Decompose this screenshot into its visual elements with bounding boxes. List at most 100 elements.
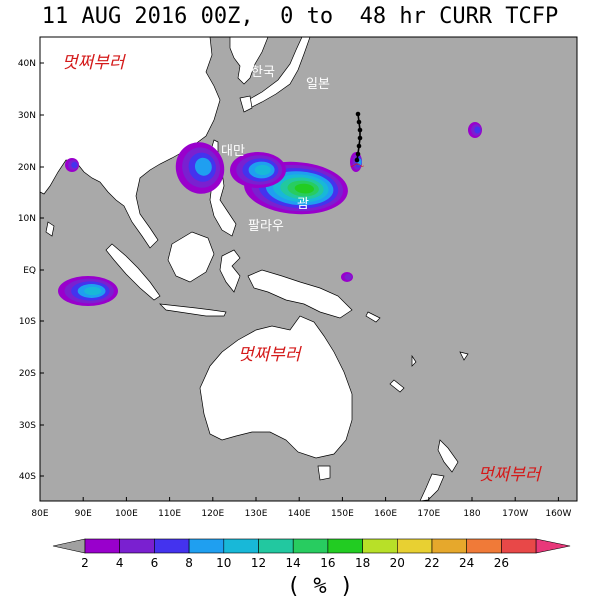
watermark-center: 멋쩌부러	[238, 345, 301, 365]
lat-tick-label: 10S	[19, 317, 36, 327]
colorbar-swatch	[292, 538, 329, 554]
lon-tick-label: 80E	[31, 509, 48, 519]
colorbar-tick-label: 4	[116, 556, 124, 570]
colorbar-tick-label: 10	[216, 556, 231, 570]
lon-tick-label: 120E	[201, 509, 224, 519]
lat-tick-label: 20S	[19, 369, 36, 379]
tcfp-blob-bay-of-bengal	[71, 161, 78, 169]
colorbar-swatch	[327, 538, 363, 554]
lat-tick-label: 10N	[18, 214, 36, 224]
kyushu	[239, 95, 253, 113]
colorbar-swatch	[84, 538, 121, 554]
colorbar-swatch	[396, 538, 433, 554]
lon-tick-label: 160E	[374, 509, 397, 519]
label-guam: 괌	[297, 197, 309, 212]
lat-tick-label: 40N	[18, 59, 36, 69]
colorbar-low-arrow	[52, 538, 86, 554]
colorbar-swatch	[223, 538, 259, 554]
track-point	[355, 111, 361, 117]
colorbar-high-arrow	[535, 538, 571, 554]
new-zealand-south	[419, 473, 445, 502]
label-palau: 팔라우	[248, 219, 284, 234]
solomon-islands	[365, 311, 381, 323]
map-frame	[39, 36, 578, 502]
label-korea: 한국	[251, 65, 275, 80]
lon-tick-label: 100E	[115, 509, 138, 519]
sri-lanka	[45, 221, 55, 237]
colorbar-swatch	[362, 538, 398, 554]
lon-tick-label: 170E	[417, 509, 440, 519]
colorbar-tick-label: 24	[459, 556, 474, 570]
colorbar-tick-label: 12	[251, 556, 266, 570]
label-japan: 일본	[306, 77, 330, 92]
australia	[199, 315, 353, 459]
colorbar-tick-label: 14	[286, 556, 301, 570]
lon-tick-label: 130E	[245, 509, 268, 519]
typhoon-symbol-icon: ෴	[350, 154, 364, 172]
tasmania	[317, 465, 331, 481]
new-guinea	[247, 269, 353, 319]
track-point	[357, 135, 363, 141]
tcfp-blob-indian-ocean	[84, 286, 102, 296]
new-zealand-north	[437, 439, 459, 473]
tcfp-blob-central-pacific	[474, 126, 481, 134]
tcfp-blob-taiwan	[194, 157, 212, 176]
colorbar-swatch	[466, 538, 502, 554]
lon-tick-label: 150E	[331, 509, 354, 519]
colorbar-swatch	[501, 538, 537, 554]
sumatra	[105, 243, 161, 301]
tcfp-blob-guam	[294, 183, 315, 194]
latitude-axis: 40N 30N 20N 10N EQ 10S 20S 30S 40S	[18, 59, 44, 482]
track-point	[354, 157, 360, 163]
typhoon-track: ෴	[350, 111, 364, 172]
colorbar-swatch	[431, 538, 468, 554]
tcfp-map: ෴ 한국 일본 대만 괌 팔라우 40N 30N 20N 10N EQ 10S 20S 30S…	[18, 36, 578, 519]
colorbar-tick-label: 2	[81, 556, 89, 570]
lat-tick-label: 20N	[18, 163, 36, 173]
colorbar-tick-label: 6	[151, 556, 159, 570]
fiji	[459, 351, 469, 361]
track-point	[357, 127, 363, 133]
colorbar-tick-label: 8	[185, 556, 193, 570]
colorbar-tick-label: 18	[355, 556, 370, 570]
longitude-axis: 80E 90E 100E 110E 120E 130E 140E 150E 160E 170E 18…	[31, 497, 572, 519]
borneo	[167, 231, 215, 283]
tcfp-blob-new-guinea	[344, 273, 352, 281]
new-caledonia	[389, 379, 405, 393]
label-taiwan: 대만	[221, 144, 245, 159]
lat-tick-label: EQ	[23, 266, 36, 276]
track-point	[355, 151, 361, 157]
tcfp-blob-philippine-sea	[254, 164, 271, 176]
colorbar-tick-label: 22	[424, 556, 439, 570]
watermark-bottom-right: 멋쩌부러	[478, 465, 541, 485]
probability-shading	[58, 122, 482, 306]
lon-tick-label: 110E	[158, 509, 181, 519]
lon-tick-label: 160W	[545, 509, 571, 519]
lat-tick-label: 30S	[19, 421, 36, 431]
colorbar-swatch	[119, 538, 155, 554]
lon-tick-label: 180	[463, 509, 480, 519]
watermark-top-left: 멋쩌부러	[62, 53, 125, 73]
map-title: 11 AUG 2016 00Z, 0 to 48 hr CURR TCFP	[41, 4, 559, 29]
landmasses	[39, 36, 469, 502]
lon-tick-label: 140E	[288, 509, 311, 519]
lat-tick-label: 30N	[18, 111, 36, 121]
vanuatu	[411, 354, 417, 367]
colorbar-tick-label: 20	[390, 556, 405, 570]
colorbar-swatch	[154, 538, 190, 554]
java	[159, 303, 227, 317]
lon-tick-label: 170W	[502, 509, 528, 519]
colorbar-unit: ( % )	[286, 574, 354, 599]
colorbar-tick-label: 26	[494, 556, 509, 570]
colorbar-swatch	[258, 538, 294, 554]
colorbar-tick-label: 16	[320, 556, 335, 570]
track-point	[356, 119, 362, 125]
sulawesi	[219, 249, 241, 293]
track-point	[356, 143, 362, 149]
colorbar-swatch	[188, 538, 225, 554]
lat-tick-label: 40S	[19, 472, 36, 482]
korea-peninsula	[229, 36, 269, 85]
lon-tick-label: 90E	[75, 509, 92, 519]
japan-islands	[247, 36, 311, 109]
